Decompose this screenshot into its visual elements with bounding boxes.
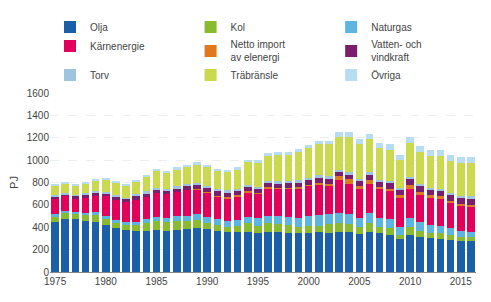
svg-text:PJ: PJ [8, 176, 20, 189]
svg-text:Vatten- ochvindkraft: Vatten- ochvindkraft [371, 39, 421, 63]
svg-text:Kol: Kol [231, 22, 245, 33]
svg-text:2005: 2005 [348, 276, 371, 287]
svg-text:Träbränsle: Träbränsle [231, 70, 279, 81]
svg-text:1980: 1980 [95, 276, 118, 287]
svg-text:1600: 1600 [27, 88, 50, 99]
svg-text:2015: 2015 [450, 276, 473, 287]
svg-text:Kärnenergie: Kärnenergie [90, 41, 145, 52]
svg-text:1000: 1000 [27, 155, 50, 166]
svg-text:1400: 1400 [27, 110, 50, 121]
svg-text:1975: 1975 [44, 276, 67, 287]
svg-text:400: 400 [32, 222, 49, 233]
svg-text:1995: 1995 [247, 276, 270, 287]
svg-text:600: 600 [32, 199, 49, 210]
svg-text:2000: 2000 [298, 276, 321, 287]
svg-text:2010: 2010 [399, 276, 422, 287]
svg-text:Torv: Torv [90, 70, 109, 81]
svg-text:1985: 1985 [145, 276, 168, 287]
svg-text:1200: 1200 [27, 132, 50, 143]
svg-text:Netto importav elenergi: Netto importav elenergi [231, 39, 286, 63]
svg-text:Naturgas: Naturgas [371, 22, 412, 33]
svg-text:1990: 1990 [196, 276, 219, 287]
svg-text:200: 200 [32, 244, 49, 255]
svg-text:Olja: Olja [90, 22, 108, 33]
svg-text:0: 0 [43, 267, 49, 278]
svg-text:800: 800 [32, 177, 49, 188]
svg-text:Övriga: Övriga [371, 70, 401, 81]
